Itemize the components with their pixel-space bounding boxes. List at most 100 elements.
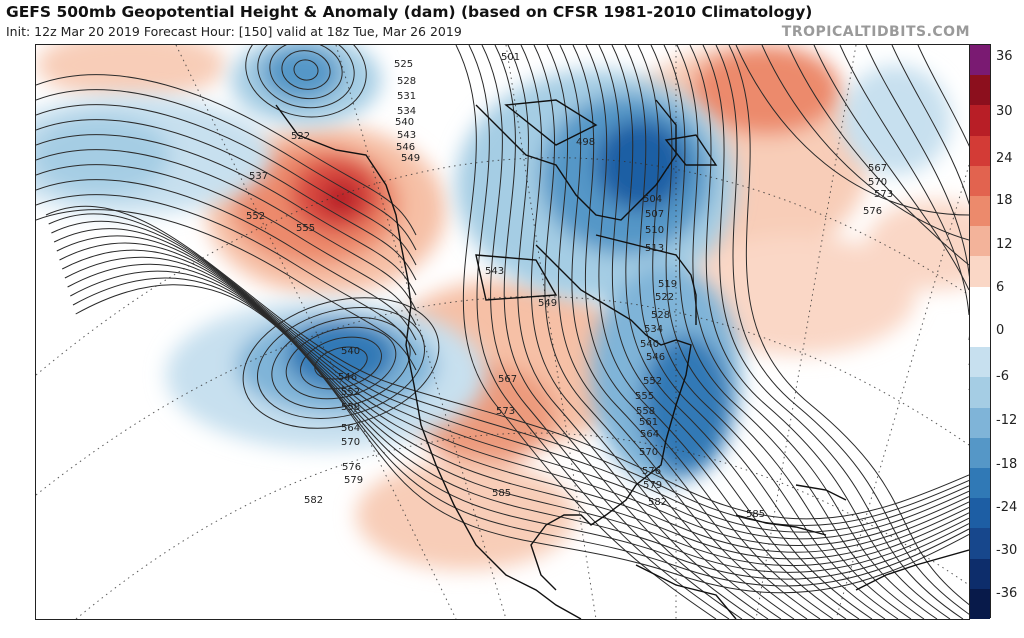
height-contour bbox=[598, 45, 860, 619]
height-contour bbox=[455, 45, 717, 619]
height-contour bbox=[813, 45, 969, 291]
colorbar-tick: -36 bbox=[996, 586, 1018, 601]
height-contour bbox=[481, 45, 743, 619]
colorbar-tick: -12 bbox=[996, 413, 1018, 428]
contour-label: 567 bbox=[868, 163, 887, 174]
contour-label: 546 bbox=[338, 372, 357, 383]
contour-label: 579 bbox=[344, 475, 363, 486]
height-contour bbox=[72, 277, 969, 587]
colorbar-segment bbox=[970, 75, 990, 106]
height-contour bbox=[293, 59, 319, 81]
contour-label: 570 bbox=[341, 437, 360, 448]
colorbar-segment bbox=[970, 528, 990, 560]
contour-label: 519 bbox=[658, 279, 677, 290]
colorbar-segment bbox=[970, 226, 990, 257]
height-contour bbox=[61, 249, 969, 560]
height-contour bbox=[546, 45, 808, 619]
colorbar-segment bbox=[970, 467, 990, 499]
colorbar-segment bbox=[970, 196, 990, 227]
colorbar-segment bbox=[970, 377, 990, 409]
height-contour bbox=[787, 45, 969, 266]
height-contour bbox=[285, 326, 397, 400]
height-contour bbox=[839, 45, 969, 316]
height-contour bbox=[917, 45, 969, 390]
height-contour bbox=[36, 104, 417, 266]
colorbar-tick: 6 bbox=[996, 280, 1005, 295]
height-contour bbox=[48, 213, 969, 527]
height-contour bbox=[468, 45, 730, 619]
height-contour bbox=[650, 45, 912, 619]
contour-label: 579 bbox=[643, 480, 662, 491]
colorbar-segment bbox=[970, 45, 990, 76]
height-contour bbox=[611, 45, 873, 619]
height-contour bbox=[314, 346, 368, 380]
colorbar-segment bbox=[970, 135, 990, 167]
contour-label: 507 bbox=[645, 209, 664, 220]
height-contour bbox=[53, 228, 969, 540]
colorbar-segment bbox=[970, 407, 990, 439]
contour-label: 585 bbox=[746, 509, 765, 520]
height-contour bbox=[67, 263, 969, 573]
contour-label: 531 bbox=[397, 91, 416, 102]
colorbar-tick: -18 bbox=[996, 457, 1018, 472]
height-contour bbox=[702, 45, 964, 619]
contour-label: 534 bbox=[644, 324, 663, 335]
contour-label: 510 bbox=[645, 225, 664, 236]
height-contour bbox=[676, 45, 938, 619]
colorbar-tick: 30 bbox=[996, 104, 1013, 119]
height-contour bbox=[585, 45, 847, 619]
anomaly-map: 501 498 504 507 510 513 519 522 522 525 528 528 531 5… bbox=[35, 44, 970, 620]
colorbar-segment bbox=[970, 105, 990, 137]
contour-label: 543 bbox=[397, 130, 416, 141]
height-contour bbox=[637, 45, 899, 619]
height-contour bbox=[663, 45, 925, 619]
contour-label: 582 bbox=[304, 495, 323, 506]
height-contour bbox=[257, 45, 355, 109]
contour-label: 552 bbox=[341, 387, 360, 398]
contour-label: 561 bbox=[639, 417, 658, 428]
colorbar-tick: -30 bbox=[996, 543, 1018, 558]
contour-label: 501 bbox=[501, 52, 520, 63]
height-contour bbox=[559, 45, 821, 619]
contour-label: 570 bbox=[639, 447, 658, 458]
height-contour bbox=[533, 45, 795, 619]
site-credit: TROPICALTIDBITS.COM bbox=[781, 24, 970, 40]
height-contour bbox=[45, 205, 969, 520]
height-contour bbox=[36, 149, 417, 311]
height-contour bbox=[269, 45, 343, 99]
contour-label: 498 bbox=[576, 137, 595, 148]
contour-label: 540 bbox=[640, 339, 659, 350]
height-contour bbox=[56, 235, 969, 547]
contour-label: 582 bbox=[648, 497, 667, 508]
contour-label: 543 bbox=[485, 266, 504, 277]
height-contour bbox=[75, 284, 969, 594]
forecast-info: Init: 12z Mar 20 2019 Forecast Hour: [15… bbox=[6, 24, 462, 39]
colorbar-segment bbox=[970, 286, 990, 318]
contour-label: 522 bbox=[291, 131, 310, 142]
contour-label: 549 bbox=[538, 298, 557, 309]
contour-label: 552 bbox=[643, 376, 662, 387]
colorbar-segment bbox=[970, 256, 990, 288]
height-contour bbox=[865, 45, 969, 340]
contour-label: 558 bbox=[636, 406, 655, 417]
colorbar-segment bbox=[970, 558, 990, 590]
contour-label: 528 bbox=[397, 76, 416, 87]
contour-label: 552 bbox=[246, 211, 265, 222]
height-contour bbox=[36, 209, 417, 371]
height-contour bbox=[761, 45, 969, 241]
contour-label: 513 bbox=[645, 243, 664, 254]
height-contour bbox=[271, 316, 411, 410]
contour-label: 576 bbox=[863, 206, 882, 217]
height-contour bbox=[36, 179, 417, 341]
height-contour bbox=[36, 89, 417, 251]
colorbar-segment bbox=[970, 347, 990, 378]
contour-label: 522 bbox=[655, 292, 674, 303]
anomaly-colorbar bbox=[969, 44, 991, 620]
colorbar-tick: 18 bbox=[996, 193, 1013, 208]
height-contour bbox=[520, 45, 782, 619]
height-contour bbox=[624, 45, 886, 619]
height-contour bbox=[572, 45, 834, 619]
contour-label: 546 bbox=[396, 142, 415, 153]
contour-label: 537 bbox=[249, 171, 268, 182]
contour-label: 546 bbox=[646, 352, 665, 363]
